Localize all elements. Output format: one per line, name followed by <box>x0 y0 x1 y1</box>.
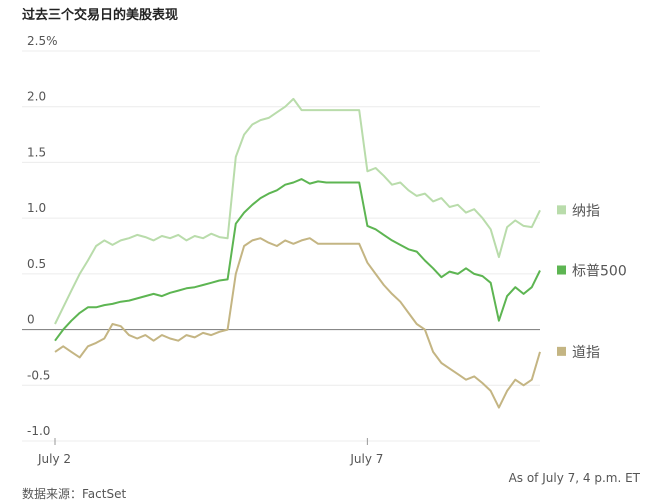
y-tick-label: 2.0 <box>27 90 46 104</box>
y-tick-label: -1.0 <box>27 424 50 438</box>
chart-title: 过去三个交易日的美股表现 <box>22 7 178 23</box>
legend-label: 纳指 <box>572 203 600 219</box>
chart-source: 数据来源：FactSet <box>22 486 126 501</box>
y-tick-label: 2.5% <box>27 34 58 48</box>
series-line <box>54 237 541 409</box>
legend-swatch <box>557 265 566 275</box>
legend-label: 标普500 <box>572 264 627 280</box>
chart-note: As of July 7, 4 p.m. ET <box>509 471 641 485</box>
y-tick-label: 1.5 <box>27 145 46 159</box>
y-tick-label: 1.0 <box>27 201 46 215</box>
series-line <box>54 178 541 342</box>
legend-swatch <box>557 346 566 356</box>
y-tick-label: -0.5 <box>27 368 50 382</box>
legend-label: 道指 <box>572 345 600 361</box>
x-tick-label: July 7 <box>349 452 383 466</box>
series-line <box>54 97 541 325</box>
y-tick-label: 0 <box>27 313 35 327</box>
x-tick-label: July 2 <box>37 452 71 466</box>
legend-swatch <box>557 205 566 215</box>
y-tick-label: 0.5 <box>27 257 46 271</box>
